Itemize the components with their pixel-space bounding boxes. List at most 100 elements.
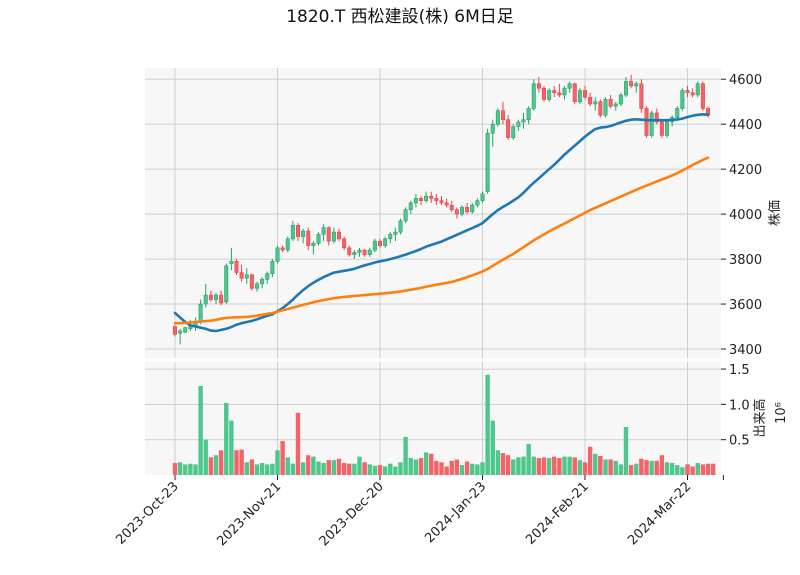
volume-bar [423,452,429,475]
volume-bar [613,460,618,475]
candle-body [173,326,178,335]
x-tick-label: 2023-Oct-23 [113,479,181,547]
volume-bar [582,462,588,475]
volume-bar [259,462,265,475]
candle-body [552,90,557,94]
volume-bar [685,464,690,475]
x-tick-label: 2024-Mar-22 [625,479,694,548]
candle-body [249,274,254,289]
volume-bar [459,465,465,475]
candle-body [403,209,408,222]
volume-bar [675,465,680,475]
candle-body [229,261,234,264]
volume-bar [495,450,501,475]
candle-body [664,121,669,136]
candle-body [393,231,398,235]
candle-body [280,247,285,251]
volume-bar [352,463,357,475]
candle-body [224,265,229,303]
volume-bar [480,462,485,475]
candle-body [475,200,480,206]
price-tick-label: 3600 [729,298,762,313]
candle-body [480,193,485,201]
candle-body [270,261,275,274]
volume-bar [567,456,572,475]
volume-bar [593,453,598,475]
candle-body [234,261,239,273]
volume-bar [311,456,316,475]
candle-body [629,81,634,87]
volume-bar [188,463,193,475]
volume-bar [552,456,557,475]
candle-body [623,81,628,96]
candle-body [649,112,654,136]
candle-body [260,279,265,285]
candle-body [429,195,434,199]
candle-body [214,294,219,300]
candle-body [178,330,183,334]
candle-body [459,207,464,215]
candle-body [347,247,352,255]
volume-bar [654,460,659,475]
volume-bar [521,456,526,475]
candle-body [521,119,526,123]
volume-bar [326,460,331,475]
volume-bar [270,463,275,475]
candle-body [239,272,244,279]
volume-bar [577,460,583,475]
candle-body [567,83,572,89]
candle-body [577,90,582,103]
x-tick-label: 2024-Feb-21 [523,479,592,548]
candle-body [582,90,587,98]
volume-bar [306,455,311,475]
volume-bar [526,443,531,475]
candle-body [383,238,388,246]
volume-bar [644,460,649,475]
candle-body [541,87,546,100]
volume-bar [680,467,685,475]
candle-body [342,238,347,249]
volume-bar [408,458,413,475]
candle-body [295,225,300,237]
volume-bar [546,458,552,475]
candle-body [465,207,470,213]
volume-bar [347,463,352,475]
volume-bar [500,453,506,475]
volume-bar [623,426,629,475]
volume-bar [695,462,700,475]
candle-body [680,90,685,109]
candle-body [418,198,423,201]
volume-bar [700,464,706,475]
candle-body [244,274,249,279]
candle-body [634,83,639,87]
volume-bar [234,450,239,475]
volume-bar [321,462,326,475]
candle-body [598,101,603,116]
price-panel-bg [145,68,721,358]
volume-bar [341,462,347,475]
volume-bar [393,466,398,475]
volume-bar [562,456,567,475]
candle-body [526,108,531,121]
candle-body [290,225,295,240]
volume-bar [244,462,249,475]
volume-bar [705,463,711,475]
volume-bar [265,464,270,475]
volume-bar [444,466,449,475]
volume-bar [300,462,306,475]
volume-bar [505,455,511,475]
volume-bar [557,458,562,475]
volume-bar [362,462,367,475]
volume-tick-label: 1.0 [729,398,750,413]
volume-bar [511,459,516,475]
volume-bar [603,459,608,475]
price-tick-label: 4000 [729,208,762,223]
price-grid [145,68,721,358]
volume-bar [367,464,372,475]
moving-average-lines [173,113,710,333]
candle-body [536,83,541,89]
volume-tick-label: 0.5 [729,434,750,449]
price-tick-label: 4200 [729,163,762,178]
candle-body [203,294,208,305]
volume-bar [587,446,593,475]
